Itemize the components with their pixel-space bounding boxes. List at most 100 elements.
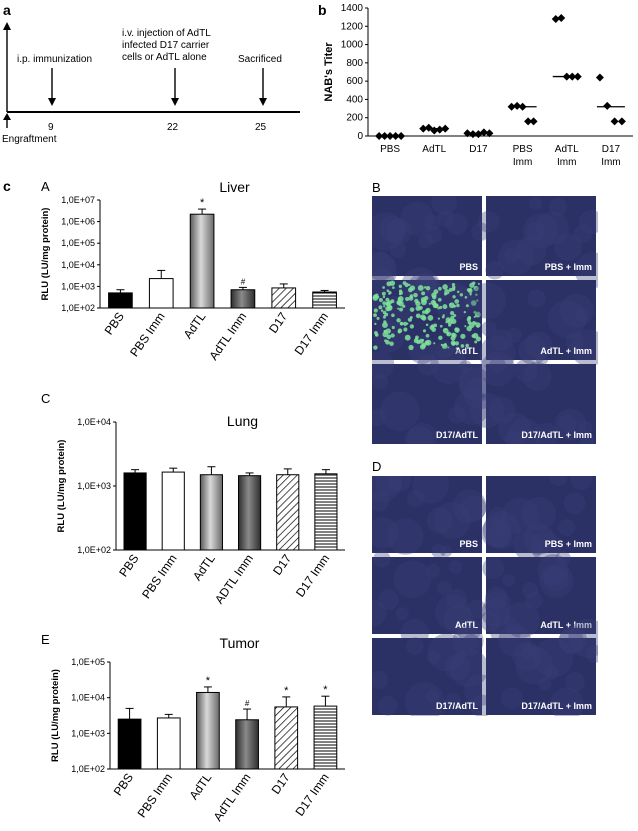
day-22-label: 22 bbox=[167, 122, 179, 133]
tissue-texture bbox=[385, 218, 412, 245]
gfp-signal bbox=[473, 315, 476, 319]
gfp-signal bbox=[373, 308, 378, 313]
tissue-texture bbox=[477, 210, 500, 233]
tissue-texture bbox=[482, 511, 521, 550]
bar bbox=[189, 213, 215, 309]
tissue-texture bbox=[535, 211, 569, 245]
gfp-signal bbox=[442, 304, 448, 310]
tissue-texture bbox=[448, 559, 463, 574]
chart-title: Tumor bbox=[220, 635, 260, 651]
nab-y-tick-label: 1400 bbox=[341, 3, 364, 14]
tissue-texture bbox=[452, 625, 484, 657]
micrograph-tile: PBS + Imm bbox=[481, 476, 596, 562]
tissue-texture bbox=[501, 497, 539, 535]
gfp-signal bbox=[438, 335, 443, 341]
tissue-texture bbox=[508, 417, 541, 444]
gfp-signal bbox=[465, 343, 469, 348]
micrograph-background bbox=[372, 476, 482, 553]
gfp-signal bbox=[433, 342, 436, 345]
bar bbox=[312, 291, 337, 309]
tissue-texture bbox=[404, 681, 445, 716]
micrograph-background bbox=[372, 638, 482, 715]
subpanel-B-label: B bbox=[372, 180, 381, 195]
gfp-signal bbox=[421, 342, 427, 348]
gfp-signal bbox=[425, 339, 432, 346]
chart-title: Lung bbox=[227, 413, 258, 429]
tissue-texture bbox=[377, 589, 399, 611]
subpanel-D-label: D bbox=[372, 459, 382, 474]
gfp-signal bbox=[409, 315, 413, 319]
y-tick-label: 1,0E+04 bbox=[77, 417, 111, 427]
gfp-signal bbox=[437, 317, 440, 320]
micrograph-tile: AdTL bbox=[372, 267, 482, 365]
gfp-signal bbox=[415, 313, 421, 319]
micrograph-label: AdTL + Imm bbox=[540, 620, 592, 630]
subpanel-A-label: A bbox=[41, 179, 50, 194]
tissue-texture bbox=[484, 591, 512, 619]
tissue-texture bbox=[400, 201, 435, 236]
tissue-texture bbox=[543, 566, 570, 592]
tissue-texture bbox=[528, 196, 543, 210]
liver-chart: Liver 1,0E+02 1,0E+03 1,0E+04 1,0E+05 1,0E+06… bbox=[40, 179, 345, 363]
bar bbox=[199, 474, 223, 551]
tissue-texture bbox=[406, 272, 441, 308]
bar bbox=[238, 475, 262, 551]
gfp-signal bbox=[386, 281, 392, 287]
nab-data-point bbox=[424, 123, 433, 132]
y-axis-label: RLU (LU/mg protein) bbox=[50, 669, 61, 762]
tissue-texture bbox=[578, 209, 598, 235]
significance-mark: # bbox=[241, 277, 246, 286]
micrograph-background bbox=[372, 196, 482, 276]
significance-mark: * bbox=[206, 675, 211, 687]
tissue-texture bbox=[434, 594, 471, 631]
tissue-texture bbox=[444, 654, 471, 681]
tissue-texture bbox=[431, 196, 458, 216]
gfp-signal bbox=[422, 310, 426, 314]
gfp-signal bbox=[390, 333, 395, 338]
nab-data-point bbox=[617, 117, 626, 126]
tissue-texture bbox=[430, 347, 468, 385]
tissue-texture bbox=[514, 532, 544, 562]
tissue-texture bbox=[456, 617, 482, 643]
tissue-texture bbox=[446, 213, 468, 236]
day-9-label: 9 bbox=[48, 122, 54, 133]
category-label: D17 Imm bbox=[292, 310, 331, 358]
tissue-texture bbox=[407, 423, 438, 444]
gfp-signal bbox=[403, 327, 408, 332]
tissue-texture bbox=[372, 599, 387, 627]
tissue-texture bbox=[498, 624, 531, 657]
gfp-signal bbox=[374, 322, 377, 326]
nab-category-label: PBS bbox=[380, 144, 400, 155]
tissue-texture bbox=[373, 550, 391, 568]
tissue-texture bbox=[462, 633, 480, 651]
tissue-texture bbox=[471, 222, 490, 241]
nab-data-point bbox=[468, 130, 477, 139]
tissue-texture bbox=[506, 327, 523, 343]
gfp-signal bbox=[431, 292, 437, 298]
tissue-texture bbox=[548, 197, 567, 217]
gfp-signal bbox=[448, 287, 453, 292]
gfp-signal bbox=[396, 318, 401, 323]
gfp-signal bbox=[376, 316, 380, 320]
gfp-signal bbox=[388, 291, 392, 295]
tissue-texture bbox=[501, 573, 516, 587]
micrograph-tile: AdTL + Imm bbox=[479, 550, 596, 647]
tissue-texture bbox=[459, 360, 472, 373]
subpanel-C-label: C bbox=[41, 391, 51, 406]
micrographs-D: PBS PBS + Imm AdTL AdTL + Imm D17/AdTL D17/Ad… bbox=[372, 476, 598, 716]
y-tick-label: 1,0E+04 bbox=[71, 693, 105, 703]
bar bbox=[274, 706, 299, 770]
significance-mark: * bbox=[200, 197, 205, 209]
tissue-texture bbox=[514, 358, 538, 383]
y-tick-label: 1,0E+02 bbox=[77, 545, 111, 555]
tissue-texture bbox=[515, 646, 554, 685]
y-tick-label: 1,0E+07 bbox=[61, 195, 95, 205]
category-label: PBS bbox=[111, 771, 136, 799]
tissue-texture bbox=[417, 354, 439, 376]
micrograph-label: PBS bbox=[459, 539, 478, 549]
significance-mark: * bbox=[323, 684, 328, 696]
gfp-signal bbox=[444, 289, 450, 295]
gfp-signal bbox=[432, 300, 436, 304]
tissue-texture bbox=[525, 221, 546, 241]
gfp-signal bbox=[425, 323, 429, 327]
